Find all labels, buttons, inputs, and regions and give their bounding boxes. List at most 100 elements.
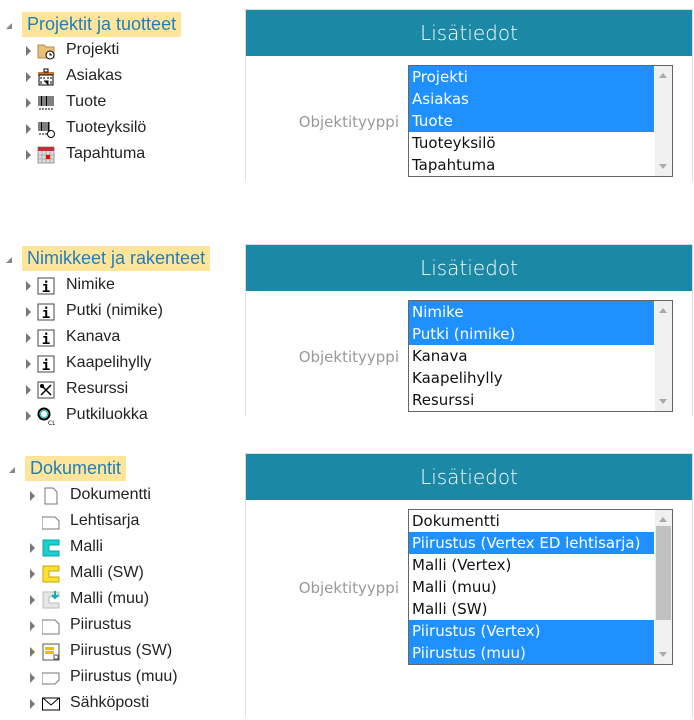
object-type-listbox[interactable]: Projekti Asiakas Tuote Tuoteyksilö Tapahtuma xyxy=(408,65,673,177)
tree-node-label: Piirustus (SW) xyxy=(70,642,173,659)
tree-node[interactable]: Piirustus (muu) xyxy=(0,665,220,691)
scrollbar[interactable] xyxy=(655,301,672,411)
tree-node[interactable]: Malli (SW) xyxy=(0,561,220,587)
tree-group-label[interactable]: Projektit ja tuotteet xyxy=(22,12,182,37)
barcode-clock-icon xyxy=(37,120,55,138)
object-type-label: Objektityyppi xyxy=(298,113,399,131)
svg-text:i: i xyxy=(42,332,50,347)
tree-node[interactable]: Malli (muu) xyxy=(0,587,220,613)
listbox-option[interactable]: Piirustus (Vertex ED lehtisarja) xyxy=(409,532,654,554)
expand-arrow-icon[interactable] xyxy=(26,46,31,56)
info-box-icon: i xyxy=(37,329,55,348)
scroll-up-icon[interactable] xyxy=(659,517,667,522)
collapse-arrow-icon[interactable] xyxy=(6,23,12,29)
tree-group-label[interactable]: Nimikkeet ja rakenteet xyxy=(22,246,211,271)
tree-node[interactable]: Lehtisarja xyxy=(0,509,220,535)
details-panel: Lisätiedot Objektityyppi Projekti Asiakas Tu… xyxy=(245,9,693,181)
expand-arrow-icon[interactable] xyxy=(30,621,35,631)
listbox-option[interactable]: Malli (SW) xyxy=(412,600,488,618)
listbox-option[interactable]: Malli (Vertex) xyxy=(412,556,512,574)
tree-node[interactable]: Sähköposti xyxy=(0,691,220,717)
svg-text:i: i xyxy=(42,280,50,295)
listbox-option[interactable]: Tuoteyksilö xyxy=(412,134,496,152)
tree-node[interactable]: i Putki (nimike) xyxy=(0,299,220,325)
tree-node[interactable]: Piirustus (SW) xyxy=(0,639,220,665)
scroll-down-icon[interactable] xyxy=(659,164,667,169)
collapse-arrow-icon[interactable] xyxy=(6,257,12,263)
tree-node-label: Asiakas xyxy=(66,67,123,84)
listbox-option[interactable]: Kaapelihylly xyxy=(412,369,503,387)
sheet-icon xyxy=(41,513,60,531)
tree-node-label: Lehtisarja xyxy=(70,512,140,529)
scroll-up-icon[interactable] xyxy=(659,73,667,78)
tree-node[interactable]: Tuote xyxy=(0,90,220,116)
tree-node[interactable]: Tapahtuma xyxy=(0,142,220,168)
tree-node[interactable]: Malli xyxy=(0,535,220,561)
expand-arrow-icon[interactable] xyxy=(26,98,31,108)
object-type-label: Objektityyppi xyxy=(298,348,399,366)
tree-node-label: Piirustus xyxy=(70,616,132,633)
tree-node-label: Resurssi xyxy=(66,380,129,397)
svg-text:i: i xyxy=(42,306,50,321)
object-type-label: Objektityyppi xyxy=(298,579,399,597)
tree-node[interactable]: CL Putkiluokka xyxy=(0,403,220,429)
listbox-option[interactable]: Resurssi xyxy=(412,391,475,409)
expand-arrow-icon[interactable] xyxy=(26,385,31,395)
expand-arrow-icon[interactable] xyxy=(26,411,31,421)
tree-node[interactable]: Resurssi xyxy=(0,377,220,403)
expand-arrow-icon[interactable] xyxy=(26,281,31,291)
expand-arrow-icon[interactable] xyxy=(30,569,35,579)
scrollbar-thumb[interactable] xyxy=(656,526,671,620)
tree-node-label: Putki (nimike) xyxy=(66,302,163,319)
tree-node[interactable]: Dokumentti xyxy=(0,483,220,509)
svg-text:i: i xyxy=(42,358,50,373)
expand-arrow-icon[interactable] xyxy=(30,699,35,709)
listbox-option[interactable]: Piirustus (Vertex) xyxy=(409,620,654,642)
expand-arrow-icon[interactable] xyxy=(30,543,35,553)
scrollbar[interactable] xyxy=(655,510,672,664)
scroll-up-icon[interactable] xyxy=(659,308,667,313)
tree-node[interactable]: i Kaapelihylly xyxy=(0,351,220,377)
expand-arrow-icon[interactable] xyxy=(26,150,31,160)
listbox-option[interactable]: Malli (muu) xyxy=(412,578,497,596)
collapse-arrow-icon[interactable] xyxy=(9,467,15,473)
tree-node[interactable]: Projekti xyxy=(0,38,220,64)
listbox-option[interactable]: Nimike xyxy=(409,301,654,323)
expand-arrow-icon[interactable] xyxy=(26,72,31,82)
listbox-option[interactable]: Putki (nimike) xyxy=(409,323,654,345)
expand-arrow-icon[interactable] xyxy=(30,595,35,605)
tree-node[interactable]: Tuoteyksilö xyxy=(0,116,220,142)
scroll-down-icon[interactable] xyxy=(659,399,667,404)
expand-arrow-icon[interactable] xyxy=(26,124,31,134)
object-type-listbox[interactable]: Nimike Putki (nimike) Kanava Kaapelihylly Re… xyxy=(408,300,673,412)
expand-arrow-icon[interactable] xyxy=(30,491,35,501)
tree-node[interactable]: Piirustus xyxy=(0,613,220,639)
scrollbar[interactable] xyxy=(655,66,672,176)
drawing-sw-icon xyxy=(42,643,60,661)
tree-node[interactable]: Asiakas xyxy=(0,64,220,90)
tools-icon xyxy=(37,381,55,399)
listbox-option[interactable]: Kanava xyxy=(412,347,468,365)
barcode-icon xyxy=(37,94,55,112)
listbox-option[interactable]: Asiakas xyxy=(409,88,654,110)
scroll-down-icon[interactable] xyxy=(659,652,667,657)
tree-node-label: Tuote xyxy=(66,93,107,110)
panel-body: Objektityyppi Nimike Putki (nimike) Kanava K… xyxy=(246,291,692,416)
tree-node[interactable]: i Nimike xyxy=(0,273,220,299)
listbox-option[interactable]: Dokumentti xyxy=(412,512,500,530)
tree-node[interactable]: i Kanava xyxy=(0,325,220,351)
ring-cl-icon: CL xyxy=(37,407,56,427)
expand-arrow-icon[interactable] xyxy=(26,307,31,317)
listbox-option[interactable]: Tuote xyxy=(409,110,654,132)
listbox-option[interactable]: Piirustus (muu) xyxy=(409,642,654,664)
listbox-option[interactable]: Projekti xyxy=(409,66,654,88)
expand-arrow-icon[interactable] xyxy=(30,647,35,657)
tree-group-label[interactable]: Dokumentit xyxy=(25,456,127,481)
tree-node-label: Kaapelihylly xyxy=(66,354,152,371)
listbox-option[interactable]: Tapahtuma xyxy=(412,156,496,174)
object-type-listbox[interactable]: Dokumentti Piirustus (Vertex ED lehtisarj… xyxy=(408,509,673,665)
expand-arrow-icon[interactable] xyxy=(26,359,31,369)
expand-arrow-icon[interactable] xyxy=(26,333,31,343)
expand-arrow-icon[interactable] xyxy=(30,673,35,683)
panel-body: Objektityyppi Projekti Asiakas Tuote Tuoteyk… xyxy=(246,56,692,181)
